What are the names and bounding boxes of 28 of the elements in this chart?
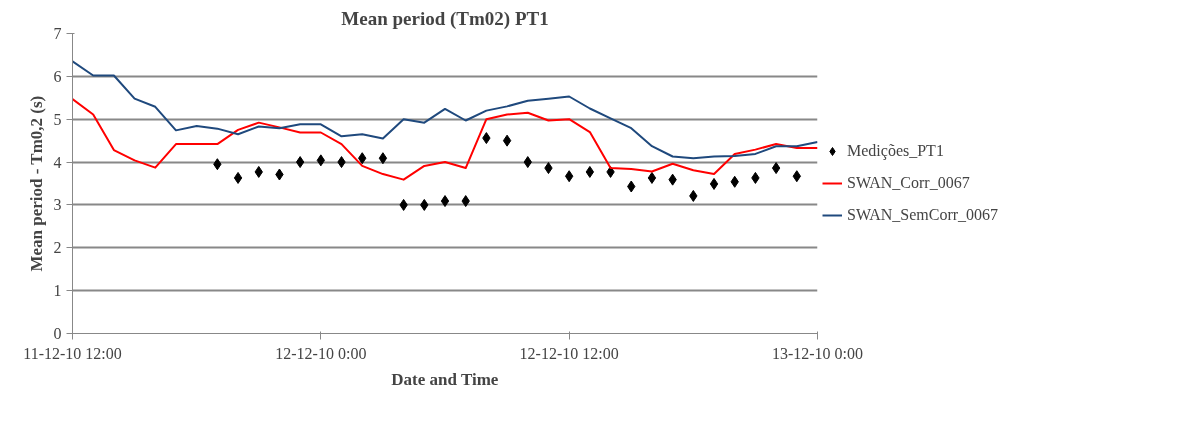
x-axis-title: Date and Time (391, 369, 499, 389)
legend-label: SWAN_Corr_0067 (847, 174, 970, 192)
x-tick-label: 13-12-10 0:00 (771, 344, 864, 362)
point (440, 195, 450, 208)
point (771, 162, 781, 175)
point (709, 177, 719, 190)
y-tick-label: 4 (53, 153, 62, 171)
y-tick-label: 2 (53, 239, 62, 257)
y-tick-label: 3 (53, 196, 62, 214)
x-tick-label: 12-12-10 0:00 (275, 344, 367, 362)
point (378, 152, 388, 165)
y-tick-label: 7 (53, 25, 62, 42)
legend-label: Medições_PT1 (847, 142, 944, 160)
y-tick-label: 1 (53, 282, 62, 300)
line-series (72, 60, 818, 160)
x-tick-label: 12-12-10 12:00 (519, 344, 619, 362)
x-tick-label: 11-12-10 12:00 (23, 344, 122, 362)
point (647, 171, 657, 184)
y-tick-label: 5 (53, 110, 62, 128)
chart-title: Mean period (Tm02) PT1 (341, 7, 549, 30)
point (502, 134, 512, 147)
point (585, 165, 595, 178)
point (295, 156, 305, 169)
y-tick-label: 6 (53, 67, 62, 85)
y-tick-label: 0 (53, 325, 62, 342)
y-axis-title: Mean period - Tm0,2 (s) (26, 95, 46, 272)
point (233, 171, 243, 184)
legend-label: SWAN_SemCorr_0067 (847, 206, 999, 224)
